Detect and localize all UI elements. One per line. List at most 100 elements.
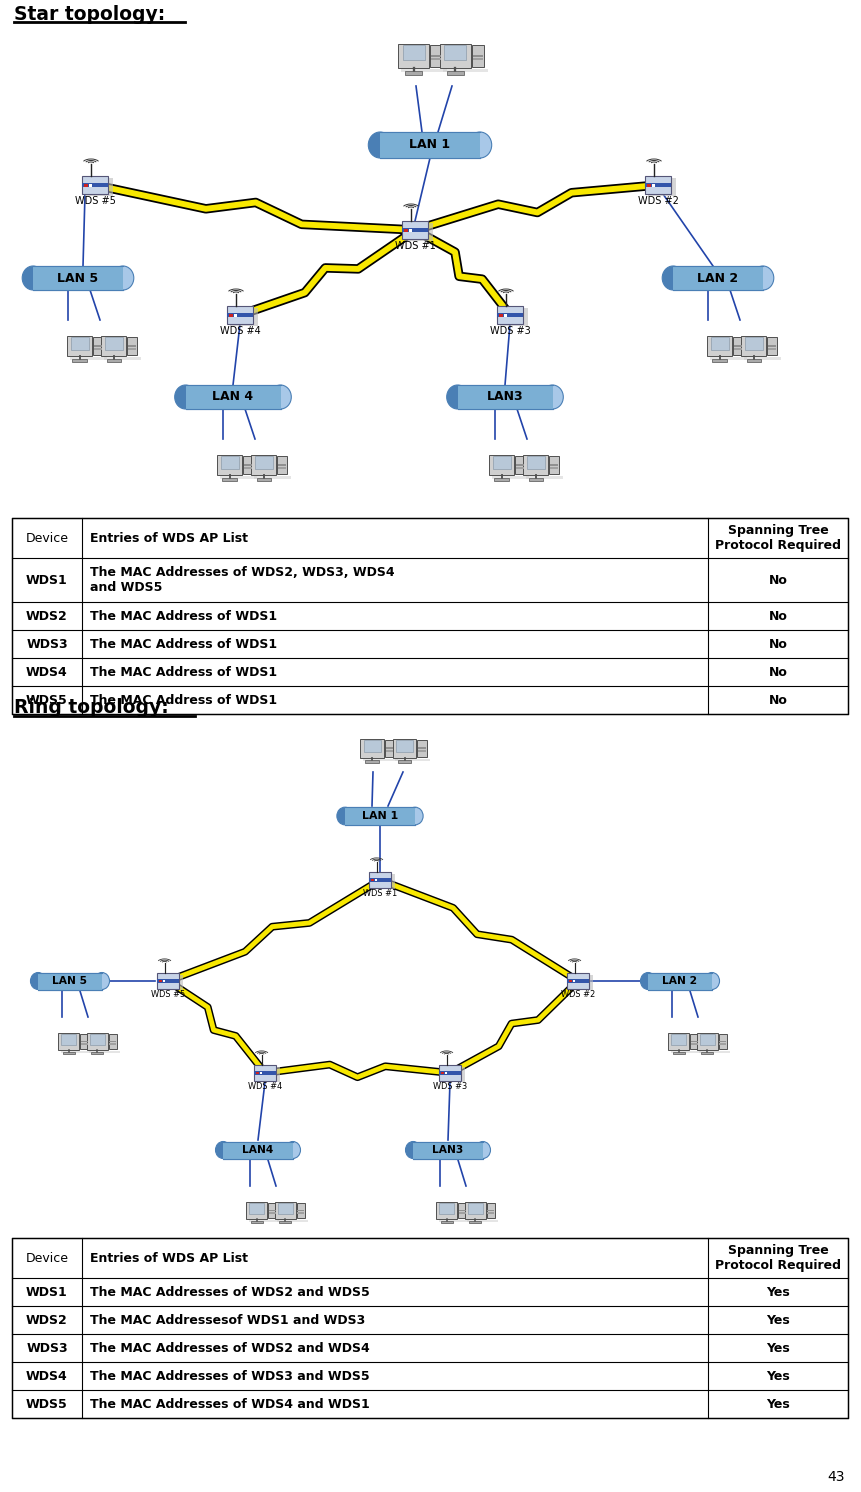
FancyBboxPatch shape bbox=[82, 176, 108, 194]
FancyBboxPatch shape bbox=[223, 1141, 293, 1158]
FancyBboxPatch shape bbox=[699, 1050, 730, 1053]
FancyBboxPatch shape bbox=[84, 184, 88, 186]
FancyBboxPatch shape bbox=[745, 337, 763, 349]
FancyBboxPatch shape bbox=[61, 1034, 77, 1044]
FancyBboxPatch shape bbox=[220, 476, 257, 479]
Text: WDS2: WDS2 bbox=[26, 1313, 68, 1326]
FancyBboxPatch shape bbox=[33, 266, 123, 289]
FancyBboxPatch shape bbox=[741, 336, 766, 357]
Text: LAN3: LAN3 bbox=[486, 391, 523, 403]
FancyBboxPatch shape bbox=[230, 307, 258, 325]
FancyBboxPatch shape bbox=[297, 1212, 304, 1213]
FancyBboxPatch shape bbox=[418, 740, 427, 756]
FancyBboxPatch shape bbox=[487, 1210, 494, 1212]
FancyBboxPatch shape bbox=[457, 385, 553, 409]
FancyBboxPatch shape bbox=[157, 973, 179, 989]
FancyBboxPatch shape bbox=[516, 464, 524, 466]
Ellipse shape bbox=[369, 131, 392, 158]
Ellipse shape bbox=[662, 266, 684, 289]
FancyBboxPatch shape bbox=[107, 358, 121, 361]
FancyBboxPatch shape bbox=[468, 1203, 483, 1213]
FancyBboxPatch shape bbox=[67, 336, 92, 357]
FancyBboxPatch shape bbox=[744, 357, 781, 360]
Ellipse shape bbox=[447, 385, 468, 409]
FancyBboxPatch shape bbox=[467, 1219, 498, 1222]
FancyBboxPatch shape bbox=[94, 348, 102, 349]
FancyBboxPatch shape bbox=[251, 1220, 263, 1223]
FancyBboxPatch shape bbox=[85, 178, 113, 195]
Ellipse shape bbox=[94, 973, 109, 989]
FancyBboxPatch shape bbox=[87, 1034, 108, 1050]
FancyBboxPatch shape bbox=[277, 1219, 307, 1222]
FancyBboxPatch shape bbox=[504, 313, 507, 316]
FancyBboxPatch shape bbox=[465, 1203, 486, 1219]
FancyBboxPatch shape bbox=[648, 178, 676, 195]
FancyBboxPatch shape bbox=[413, 1141, 483, 1158]
FancyBboxPatch shape bbox=[768, 345, 777, 348]
FancyBboxPatch shape bbox=[220, 457, 238, 468]
FancyBboxPatch shape bbox=[185, 385, 281, 409]
Text: WDS #4: WDS #4 bbox=[248, 1082, 282, 1091]
Text: LAN 1: LAN 1 bbox=[410, 139, 450, 152]
Text: LAN3: LAN3 bbox=[432, 1144, 463, 1155]
FancyBboxPatch shape bbox=[269, 1212, 276, 1213]
FancyBboxPatch shape bbox=[109, 1041, 116, 1043]
FancyBboxPatch shape bbox=[443, 69, 488, 72]
FancyBboxPatch shape bbox=[81, 1043, 88, 1044]
FancyBboxPatch shape bbox=[385, 740, 394, 756]
FancyBboxPatch shape bbox=[94, 345, 102, 348]
FancyBboxPatch shape bbox=[550, 467, 558, 468]
Text: No: No bbox=[769, 694, 788, 707]
FancyBboxPatch shape bbox=[697, 1034, 718, 1050]
FancyBboxPatch shape bbox=[222, 477, 237, 480]
Text: The MAC Address of WDS1: The MAC Address of WDS1 bbox=[90, 694, 277, 707]
FancyBboxPatch shape bbox=[767, 337, 777, 355]
FancyBboxPatch shape bbox=[105, 337, 123, 349]
FancyBboxPatch shape bbox=[668, 1034, 690, 1050]
FancyBboxPatch shape bbox=[719, 1041, 726, 1043]
FancyBboxPatch shape bbox=[33, 266, 123, 273]
Text: WDS4: WDS4 bbox=[26, 665, 68, 679]
FancyBboxPatch shape bbox=[409, 228, 412, 231]
FancyBboxPatch shape bbox=[567, 979, 589, 983]
Ellipse shape bbox=[641, 973, 656, 989]
FancyBboxPatch shape bbox=[402, 45, 424, 60]
Text: WDS #2: WDS #2 bbox=[637, 195, 678, 206]
FancyBboxPatch shape bbox=[709, 357, 746, 360]
FancyBboxPatch shape bbox=[648, 973, 712, 989]
FancyBboxPatch shape bbox=[395, 758, 430, 761]
FancyBboxPatch shape bbox=[254, 1071, 276, 1074]
FancyBboxPatch shape bbox=[229, 313, 233, 316]
Text: The MAC Addresses of WDS4 and WDS1: The MAC Addresses of WDS4 and WDS1 bbox=[90, 1398, 369, 1410]
FancyBboxPatch shape bbox=[108, 1034, 117, 1049]
FancyBboxPatch shape bbox=[254, 476, 291, 479]
FancyBboxPatch shape bbox=[439, 1065, 461, 1080]
FancyBboxPatch shape bbox=[254, 1065, 276, 1080]
FancyBboxPatch shape bbox=[128, 345, 136, 348]
FancyBboxPatch shape bbox=[128, 348, 136, 349]
FancyBboxPatch shape bbox=[297, 1210, 304, 1212]
FancyBboxPatch shape bbox=[458, 1203, 467, 1217]
Text: No: No bbox=[769, 573, 788, 586]
FancyBboxPatch shape bbox=[691, 1041, 697, 1043]
Text: The MAC Address of WDS1: The MAC Address of WDS1 bbox=[90, 665, 277, 679]
FancyBboxPatch shape bbox=[418, 747, 426, 749]
FancyBboxPatch shape bbox=[405, 222, 433, 242]
FancyBboxPatch shape bbox=[459, 1210, 466, 1212]
Text: Yes: Yes bbox=[766, 1313, 790, 1326]
Text: Star topology:: Star topology: bbox=[14, 4, 165, 24]
Ellipse shape bbox=[407, 807, 423, 825]
FancyBboxPatch shape bbox=[277, 457, 287, 474]
FancyBboxPatch shape bbox=[223, 1141, 293, 1146]
FancyBboxPatch shape bbox=[645, 184, 671, 186]
FancyBboxPatch shape bbox=[712, 358, 727, 361]
Text: WDS3: WDS3 bbox=[26, 1341, 68, 1355]
FancyBboxPatch shape bbox=[249, 1219, 279, 1222]
FancyBboxPatch shape bbox=[255, 457, 273, 468]
FancyBboxPatch shape bbox=[344, 807, 415, 825]
Ellipse shape bbox=[753, 266, 774, 289]
FancyBboxPatch shape bbox=[431, 58, 441, 60]
FancyBboxPatch shape bbox=[398, 43, 429, 69]
FancyBboxPatch shape bbox=[185, 385, 281, 409]
Text: LAN4: LAN4 bbox=[243, 1144, 274, 1155]
